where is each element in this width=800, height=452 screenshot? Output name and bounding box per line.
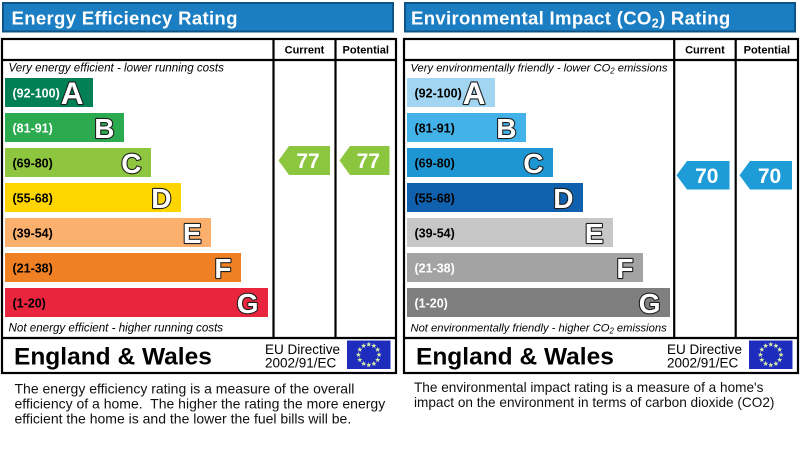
svg-text:(1-20): (1-20)	[13, 297, 46, 311]
svg-text:efficient the home is and the: efficient the home is and the lower the …	[15, 411, 352, 427]
svg-text:F: F	[214, 253, 231, 284]
svg-text:Very environmentally friendly: Very environmentally friendly - lower CO…	[411, 63, 668, 76]
svg-text:EU Directive: EU Directive	[667, 342, 742, 357]
svg-text:(1-20): (1-20)	[415, 297, 448, 311]
svg-text:Potential: Potential	[744, 45, 790, 57]
svg-text:efficiency of a home. The hig: efficiency of a home. The higher the rat…	[15, 396, 386, 412]
svg-text:(55-68): (55-68)	[415, 192, 455, 206]
svg-text:Very energy efficient - lower: Very energy efficient - lower running co…	[9, 62, 225, 75]
svg-text:(69-80): (69-80)	[415, 157, 455, 171]
svg-text:E: E	[183, 218, 202, 249]
svg-text:impact on the environment in t: impact on the environment in terms of ca…	[414, 395, 774, 410]
svg-text:(92-100): (92-100)	[13, 87, 60, 101]
svg-text:Current: Current	[685, 45, 725, 57]
svg-text:77: 77	[296, 150, 319, 173]
svg-text:A: A	[61, 75, 84, 111]
svg-text:The energy efficiency rating i: The energy efficiency rating is a measur…	[15, 381, 355, 397]
svg-text:2002/91/EC: 2002/91/EC	[265, 356, 337, 371]
svg-text:England & Wales: England & Wales	[14, 344, 212, 371]
svg-text:(21-38): (21-38)	[13, 262, 53, 276]
svg-text:Not environmentally friendly -: Not environmentally friendly - higher CO…	[411, 322, 668, 335]
svg-text:(55-68): (55-68)	[13, 192, 53, 206]
svg-text:(81-91): (81-91)	[13, 122, 53, 136]
svg-text:The environmental impact ratin: The environmental impact rating is a mea…	[414, 380, 764, 395]
svg-text:E: E	[585, 218, 604, 249]
svg-text:B: B	[94, 113, 114, 144]
svg-text:F: F	[616, 253, 633, 284]
svg-text:A: A	[463, 75, 486, 111]
svg-text:(92-100): (92-100)	[415, 87, 462, 101]
svg-text:G: G	[639, 288, 661, 319]
svg-text:EU Directive: EU Directive	[265, 342, 340, 357]
svg-text:2002/91/EC: 2002/91/EC	[667, 356, 739, 371]
svg-text:(69-80): (69-80)	[13, 157, 53, 171]
svg-text:(39-54): (39-54)	[415, 227, 455, 241]
svg-text:Not energy efficient - higher: Not energy efficient - higher running co…	[9, 321, 224, 334]
svg-text:Current: Current	[285, 45, 325, 57]
svg-text:77: 77	[357, 150, 380, 173]
svg-text:B: B	[496, 113, 516, 144]
svg-text:Environmental Impact (CO2) Rat: Environmental Impact (CO2) Rating	[411, 8, 731, 31]
svg-text:70: 70	[758, 165, 781, 188]
svg-text:D: D	[553, 183, 573, 214]
svg-text:70: 70	[695, 165, 718, 188]
svg-text:Energy Efficiency Rating: Energy Efficiency Rating	[12, 8, 238, 29]
svg-text:(39-54): (39-54)	[13, 227, 53, 241]
svg-text:(21-38): (21-38)	[415, 262, 455, 276]
svg-text:Potential: Potential	[343, 45, 389, 57]
svg-text:England & Wales: England & Wales	[416, 344, 614, 371]
svg-text:C: C	[121, 148, 141, 179]
svg-text:D: D	[151, 183, 171, 214]
svg-text:(81-91): (81-91)	[415, 122, 455, 136]
svg-text:C: C	[523, 148, 543, 179]
svg-text:G: G	[237, 288, 259, 319]
